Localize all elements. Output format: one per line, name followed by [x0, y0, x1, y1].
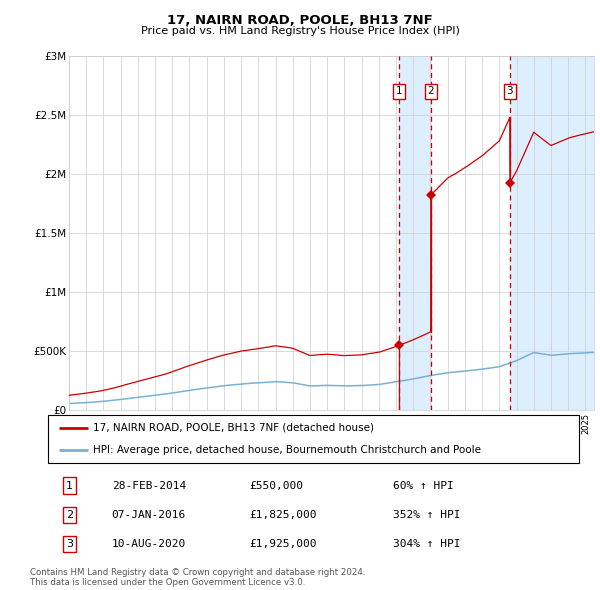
Text: 1: 1: [395, 87, 402, 96]
Bar: [510, 56, 594, 410]
Text: 304% ↑ HPI: 304% ↑ HPI: [393, 539, 461, 549]
Text: Contains HM Land Registry data © Crown copyright and database right 2024.: Contains HM Land Registry data © Crown c…: [30, 568, 365, 576]
Text: £1,825,000: £1,825,000: [250, 510, 317, 520]
Text: 352% ↑ HPI: 352% ↑ HPI: [393, 510, 461, 520]
Text: £550,000: £550,000: [250, 481, 304, 490]
Text: 1: 1: [66, 481, 73, 490]
Text: 17, NAIRN ROAD, POOLE, BH13 7NF: 17, NAIRN ROAD, POOLE, BH13 7NF: [167, 14, 433, 27]
Bar: [399, 56, 431, 410]
Text: 2: 2: [428, 87, 434, 96]
Text: 17, NAIRN ROAD, POOLE, BH13 7NF (detached house): 17, NAIRN ROAD, POOLE, BH13 7NF (detache…: [93, 423, 374, 433]
Text: 10-AUG-2020: 10-AUG-2020: [112, 539, 186, 549]
Text: 07-JAN-2016: 07-JAN-2016: [112, 510, 186, 520]
Text: HPI: Average price, detached house, Bournemouth Christchurch and Poole: HPI: Average price, detached house, Bour…: [93, 445, 481, 455]
Text: 28-FEB-2014: 28-FEB-2014: [112, 481, 186, 490]
Text: 3: 3: [66, 539, 73, 549]
Text: 3: 3: [506, 87, 513, 96]
Text: Price paid vs. HM Land Registry's House Price Index (HPI): Price paid vs. HM Land Registry's House …: [140, 26, 460, 36]
Text: 2: 2: [65, 510, 73, 520]
Text: This data is licensed under the Open Government Licence v3.0.: This data is licensed under the Open Gov…: [30, 578, 305, 587]
Text: 60% ↑ HPI: 60% ↑ HPI: [393, 481, 454, 490]
Text: £1,925,000: £1,925,000: [250, 539, 317, 549]
